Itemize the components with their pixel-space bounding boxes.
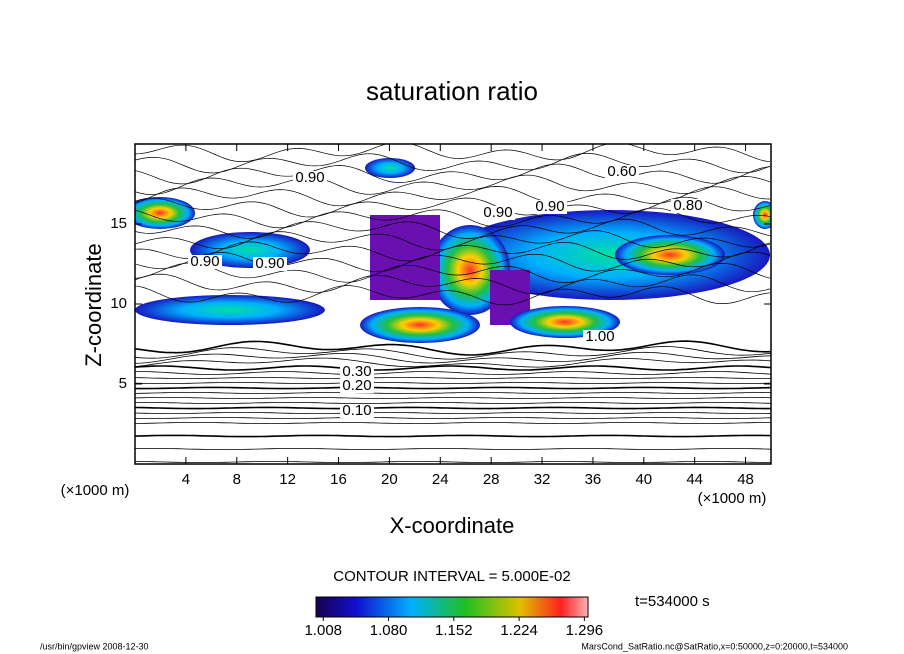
x-tick-label: 4 xyxy=(182,471,190,488)
contour-line xyxy=(135,406,771,410)
contour-line xyxy=(135,461,771,463)
label-bg xyxy=(188,255,222,269)
contour-label: 0.90 xyxy=(190,253,219,270)
contour-line xyxy=(135,273,771,295)
contour-label: 0.30 xyxy=(342,363,371,380)
x-unit: (×1000 m) xyxy=(698,490,767,507)
contour-label: 0.90 xyxy=(535,198,564,215)
contour-interval: CONTOUR INTERVAL = 5.000E-02 xyxy=(333,568,570,585)
contour-label: 0.10 xyxy=(342,402,371,419)
contour-line xyxy=(135,392,771,394)
x-tick-label: 8 xyxy=(233,471,241,488)
contour-line xyxy=(135,218,771,239)
contour-line xyxy=(135,371,771,375)
footer-left: /usr/bin/gpview 2008-12-30 xyxy=(40,641,149,651)
contour-line xyxy=(135,241,771,262)
contour-label: 0.90 xyxy=(295,169,324,186)
contour-line xyxy=(135,365,771,371)
x-tick-label: 16 xyxy=(330,471,347,488)
label-bg xyxy=(605,165,639,179)
contour-line xyxy=(135,251,771,273)
x-tick-label: 48 xyxy=(737,471,754,488)
contour-label: 0.90 xyxy=(255,255,284,272)
label-bg xyxy=(340,404,374,418)
contour-line xyxy=(135,186,771,207)
label-bg xyxy=(481,206,515,220)
contour-line xyxy=(135,487,771,488)
x-tick-label: 40 xyxy=(635,471,652,488)
y-tick-label: 15 xyxy=(110,215,127,232)
contour-line xyxy=(135,474,771,475)
y-axis-label: Z-coordinate xyxy=(81,243,106,367)
contour-lines xyxy=(135,144,771,501)
contour-line xyxy=(135,153,771,174)
time-label: t=534000 s xyxy=(635,593,710,610)
x-tick-label: 24 xyxy=(432,471,449,488)
contour-label: 0.80 xyxy=(673,197,702,214)
label-bg xyxy=(293,171,327,185)
field-patch xyxy=(135,295,325,325)
field-patch xyxy=(370,215,440,300)
contour-line xyxy=(135,207,771,229)
contour-label: 1.00 xyxy=(585,328,614,345)
x-tick-label: 12 xyxy=(279,471,296,488)
contour-label: 0.90 xyxy=(483,204,512,221)
field-patch xyxy=(615,235,725,275)
contour-line xyxy=(135,340,771,356)
contour-line xyxy=(135,144,771,163)
contour-line xyxy=(135,397,771,399)
footer-right: MarsCond_SatRatio.nc@SatRatio,x=0:50000,… xyxy=(581,641,848,651)
label-bg xyxy=(533,200,567,214)
colorbar-tick-label: 1.152 xyxy=(435,622,473,639)
colorbar-tick-label: 1.080 xyxy=(370,622,408,639)
contour-line xyxy=(135,351,771,364)
label-bg xyxy=(340,365,374,379)
contour-line xyxy=(135,412,771,414)
field-patch xyxy=(365,158,415,178)
contour-line xyxy=(135,417,771,419)
contour-line xyxy=(135,448,771,450)
field xyxy=(135,158,771,343)
colorbar-tick-label: 1.008 xyxy=(304,622,342,639)
x-tick-label: 44 xyxy=(686,471,703,488)
label-bg xyxy=(671,199,705,213)
contour-label: 0.20 xyxy=(342,377,371,394)
contour-line xyxy=(135,346,771,360)
label-bg xyxy=(583,330,617,344)
contour-line xyxy=(135,196,771,218)
y-tick-label: 5 xyxy=(119,375,127,392)
x-tick-label: 32 xyxy=(534,471,551,488)
contour-line xyxy=(135,422,771,424)
contour-line xyxy=(135,500,771,501)
y-unit: (×1000 m) xyxy=(61,482,130,499)
x-tick-label: 20 xyxy=(381,471,398,488)
contour-line xyxy=(135,163,771,185)
x-tick-label: 28 xyxy=(483,471,500,488)
colorbar-tick-label: 1.296 xyxy=(566,622,604,639)
contour-line xyxy=(135,174,771,195)
colorbar-tick-label: 1.224 xyxy=(500,622,538,639)
colorbar xyxy=(315,596,589,618)
contour-line xyxy=(135,262,771,284)
x-axis-label: X-coordinate xyxy=(390,513,515,538)
label-bg xyxy=(253,257,287,271)
contour-line xyxy=(135,285,771,306)
chart-title: saturation ratio xyxy=(366,76,538,106)
contour-label: 0.60 xyxy=(607,163,636,180)
contour-line xyxy=(135,357,771,368)
contour-line xyxy=(135,377,771,379)
contour-line xyxy=(135,402,771,404)
y-tick-label: 10 xyxy=(110,295,127,312)
contour-line xyxy=(135,434,771,438)
contour-line xyxy=(135,382,771,384)
label-bg xyxy=(340,379,374,393)
x-tick-label: 36 xyxy=(585,471,602,488)
field-patch xyxy=(753,201,771,229)
field-patch xyxy=(360,307,480,343)
contour-line xyxy=(135,386,771,390)
